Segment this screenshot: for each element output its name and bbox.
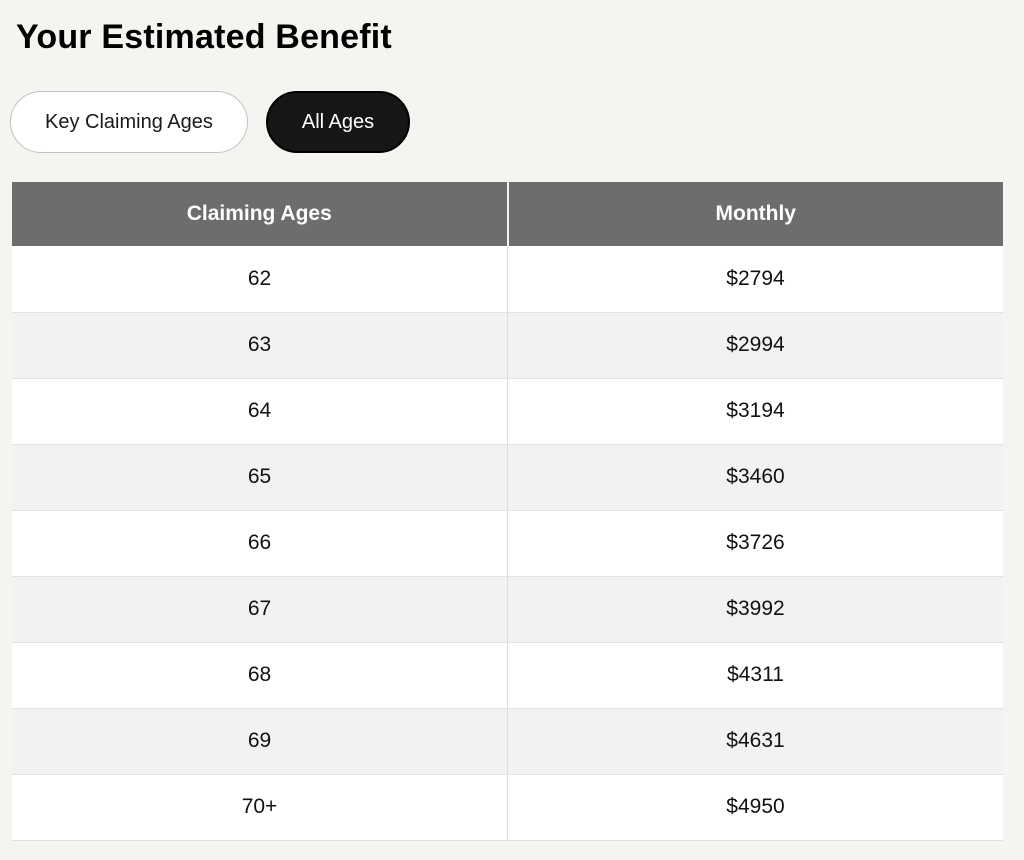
claiming-age-cell: 68 <box>12 642 508 709</box>
table-row: 62 $2794 <box>12 246 1003 313</box>
monthly-benefit-cell: $4311 <box>507 642 1003 709</box>
claiming-age-cell: 63 <box>12 312 508 379</box>
monthly-benefit-cell: $3992 <box>507 576 1003 643</box>
table-row: 68 $4311 <box>12 642 1003 709</box>
claiming-ages-column-header: Claiming Ages <box>12 182 509 246</box>
claiming-age-cell: 66 <box>12 510 508 577</box>
claiming-age-cell: 69 <box>12 708 508 775</box>
monthly-benefit-cell: $4950 <box>507 774 1003 841</box>
monthly-column-header: Monthly <box>507 182 1003 246</box>
claiming-age-cell: 67 <box>12 576 508 643</box>
estimated-benefit-panel: Your Estimated Benefit Key Claiming Ages… <box>10 18 1024 841</box>
key-claiming-ages-tab[interactable]: Key Claiming Ages <box>10 91 248 153</box>
monthly-benefit-cell: $3194 <box>507 378 1003 445</box>
header-row: Claiming Ages Monthly <box>12 182 1003 246</box>
table-row: 66 $3726 <box>12 510 1003 577</box>
claiming-age-cell: 62 <box>12 246 508 313</box>
benefit-table-header: Claiming Ages Monthly <box>12 182 1003 246</box>
table-row: 70+ $4950 <box>12 774 1003 841</box>
claiming-age-cell: 70+ <box>12 774 508 841</box>
monthly-benefit-cell: $3460 <box>507 444 1003 511</box>
all-ages-tab[interactable]: All Ages <box>265 91 411 153</box>
benefit-table-body: 62 $2794 63 $2994 64 $3194 65 $3460 66 $… <box>12 246 1003 841</box>
monthly-benefit-cell: $2994 <box>507 312 1003 379</box>
monthly-benefit-cell: $4631 <box>507 708 1003 775</box>
table-row: 69 $4631 <box>12 708 1003 775</box>
table-row: 65 $3460 <box>12 444 1003 511</box>
table-row: 63 $2994 <box>12 312 1003 379</box>
claiming-age-cell: 65 <box>12 444 508 511</box>
monthly-benefit-cell: $2794 <box>507 246 1003 313</box>
table-row: 64 $3194 <box>12 378 1003 445</box>
monthly-benefit-cell: $3726 <box>507 510 1003 577</box>
claiming-age-cell: 64 <box>12 378 508 445</box>
table-row: 67 $3992 <box>12 576 1003 643</box>
page-title: Your Estimated Benefit <box>16 18 392 56</box>
age-view-toggle-group: Key Claiming Ages All Ages <box>10 91 1024 153</box>
benefit-table: Claiming Ages Monthly 62 $2794 63 $2994 … <box>12 182 1003 841</box>
